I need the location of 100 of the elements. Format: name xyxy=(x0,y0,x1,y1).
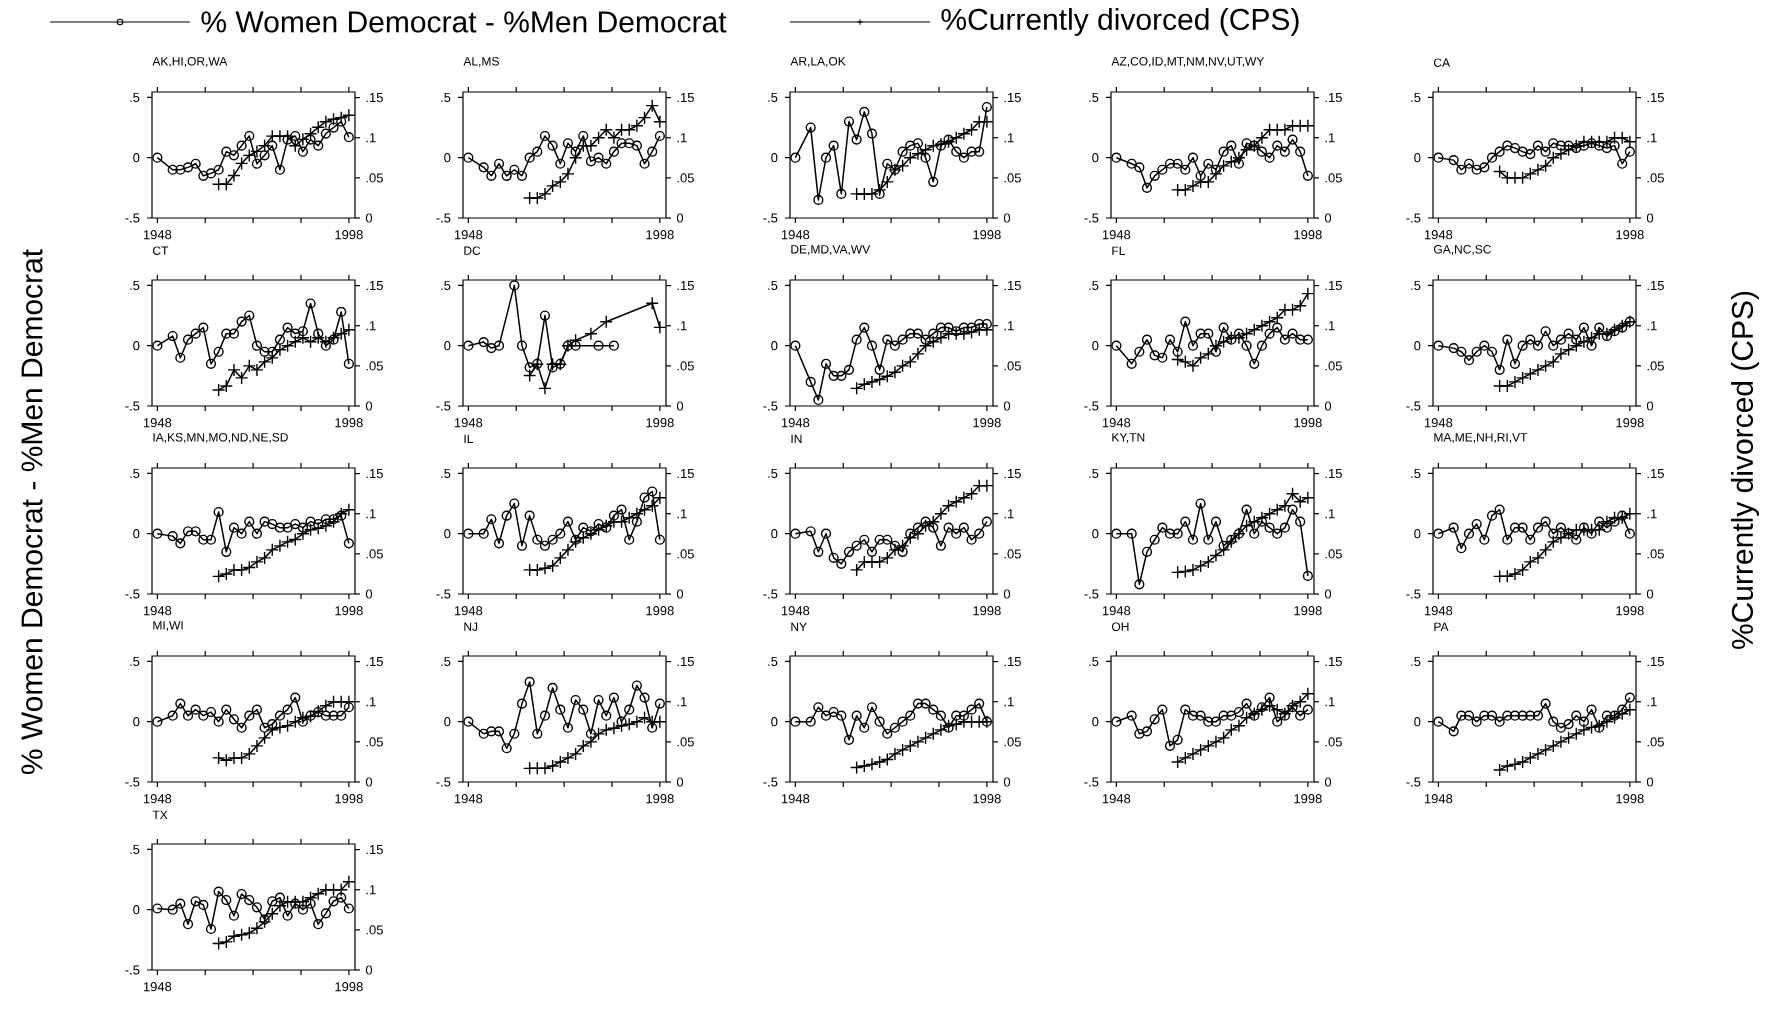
y-tick-label: 0 xyxy=(444,341,451,351)
y2-tick-label: .1 xyxy=(1325,509,1335,519)
y2-tick-label: .1 xyxy=(1004,509,1014,519)
y-tick-label: 0 xyxy=(133,153,140,163)
chart-title: TX xyxy=(152,810,168,819)
x-tick-label: 1948 xyxy=(454,794,483,804)
y-tick-label: .5 xyxy=(1411,92,1421,102)
chart-title: CA xyxy=(1434,58,1451,67)
y2-tick-label: .05 xyxy=(677,173,694,183)
y2-tick-label: .05 xyxy=(1647,173,1664,183)
y2-tick-label: .05 xyxy=(366,737,383,747)
x-tick-label: 1998 xyxy=(973,794,1001,804)
chart-title: AK,HI,OR,WA xyxy=(152,57,228,67)
y2-tick-label: 0 xyxy=(1324,213,1332,223)
y2-tick-label: .1 xyxy=(366,321,376,331)
x-tick-label: 1998 xyxy=(973,606,1001,616)
y2-tick-label: .05 xyxy=(366,173,383,183)
y2-tick-label: .05 xyxy=(1325,737,1342,747)
x-tick-label: 1948 xyxy=(1424,794,1453,804)
y-tick-label: .5 xyxy=(768,280,778,290)
y2-tick-label: 0 xyxy=(1003,213,1011,223)
x-tick-label: 1998 xyxy=(1294,606,1322,616)
x-tick-label: 1948 xyxy=(781,418,810,428)
y-tick-label: 0 xyxy=(444,717,451,727)
chart-title: CT xyxy=(153,246,169,255)
x-tick-label: 1998 xyxy=(646,418,674,428)
y-tick-label: -.5 xyxy=(125,965,140,975)
x-tick-label: 1948 xyxy=(1102,794,1131,804)
x-tick-label: 1998 xyxy=(973,418,1001,428)
chart-title: IL xyxy=(464,434,474,443)
y2-tick-label: 0 xyxy=(676,213,684,223)
chart-title: GA,NC,SC xyxy=(1434,245,1491,255)
y2-tick-label: .05 xyxy=(1004,549,1021,559)
y2-tick-label: 0 xyxy=(1324,777,1332,787)
y-tick-label: .5 xyxy=(768,468,778,478)
x-tick-label: 1948 xyxy=(143,230,172,240)
y2-tick-label: .1 xyxy=(366,885,376,895)
y-tick-label: 0 xyxy=(1414,341,1421,351)
y-tick-label: .5 xyxy=(130,468,140,478)
y-tick-label: -.5 xyxy=(763,401,778,411)
x-tick-label: 1948 xyxy=(781,230,810,240)
y-tick-label: 0 xyxy=(1092,529,1099,539)
chart-title: KY,TN xyxy=(1112,433,1145,443)
y2-tick-label: .1 xyxy=(1004,697,1014,707)
x-tick-label: 1948 xyxy=(1424,230,1453,240)
y-tick-label: .5 xyxy=(1089,468,1099,478)
y-tick-label: -.5 xyxy=(1406,589,1421,599)
y2-tick-label: 0 xyxy=(676,401,684,411)
y-tick-label: .5 xyxy=(441,468,451,478)
y2-tick-label: 0 xyxy=(1003,589,1011,599)
y-tick-label: .5 xyxy=(1411,280,1421,290)
chart-title: AR,LA,OK xyxy=(790,57,846,67)
x-tick-label: 1948 xyxy=(454,230,483,240)
y-tick-label: 0 xyxy=(771,341,778,351)
y-tick-label: .5 xyxy=(768,656,778,666)
x-tick-label: 1998 xyxy=(1294,418,1322,428)
x-tick-label: 1948 xyxy=(781,606,810,616)
y2-tick-label: .15 xyxy=(1325,469,1342,479)
x-tick-label: 1998 xyxy=(973,230,1001,240)
y2-tick-label: .15 xyxy=(366,657,383,667)
y2-tick-label: .05 xyxy=(677,361,694,371)
y-tick-label: -.5 xyxy=(1406,401,1421,411)
y-tick-label: .5 xyxy=(1411,656,1421,666)
x-tick-label: 1998 xyxy=(1616,230,1644,240)
y2-tick-label: .15 xyxy=(1647,469,1664,479)
y-tick-label: -.5 xyxy=(125,213,140,223)
y2-tick-label: .1 xyxy=(1647,133,1657,143)
x-tick-label: 1948 xyxy=(1424,606,1453,616)
chart-title: NJ xyxy=(464,622,478,631)
y2-tick-label: 0 xyxy=(365,401,373,411)
y2-tick-label: .1 xyxy=(366,697,376,707)
y-tick-label: 0 xyxy=(1414,153,1421,163)
y-tick-label: -.5 xyxy=(1084,213,1099,223)
y2-tick-label: .05 xyxy=(1004,173,1021,183)
y-tick-label: -.5 xyxy=(763,777,778,787)
chart-title: AZ,CO,ID,MT,NM,NV,UT,WY xyxy=(1111,57,1265,67)
y-tick-label: -.5 xyxy=(763,589,778,599)
y2-axis-title: %Currently divorced (CPS) xyxy=(1731,291,1759,649)
y2-tick-label: .15 xyxy=(1004,657,1021,667)
chart-title: DE,MD,VA,WV xyxy=(791,245,871,255)
x-tick-label: 1998 xyxy=(646,606,674,616)
y-tick-label: -.5 xyxy=(1084,589,1099,599)
chart-title: DC xyxy=(464,246,481,255)
x-tick-label: 1998 xyxy=(1616,606,1644,616)
x-tick-label: 1998 xyxy=(335,230,363,240)
y2-tick-label: .15 xyxy=(677,281,694,291)
y2-tick-label: .15 xyxy=(677,93,694,103)
x-tick-label: 1998 xyxy=(1294,230,1322,240)
y2-tick-label: .1 xyxy=(677,697,687,707)
y2-tick-label: .15 xyxy=(1325,281,1342,291)
y2-tick-label: 0 xyxy=(365,213,373,223)
y-tick-label: 0 xyxy=(771,717,778,727)
x-tick-label: 1998 xyxy=(1294,794,1322,804)
y-tick-label: .5 xyxy=(441,656,451,666)
x-tick-label: 1998 xyxy=(335,606,363,616)
x-tick-label: 1948 xyxy=(143,794,172,804)
y-tick-label: 0 xyxy=(1092,341,1099,351)
chart-title: IN xyxy=(791,434,802,443)
y2-tick-label: .15 xyxy=(677,469,694,479)
y-tick-label: -.5 xyxy=(436,777,451,787)
